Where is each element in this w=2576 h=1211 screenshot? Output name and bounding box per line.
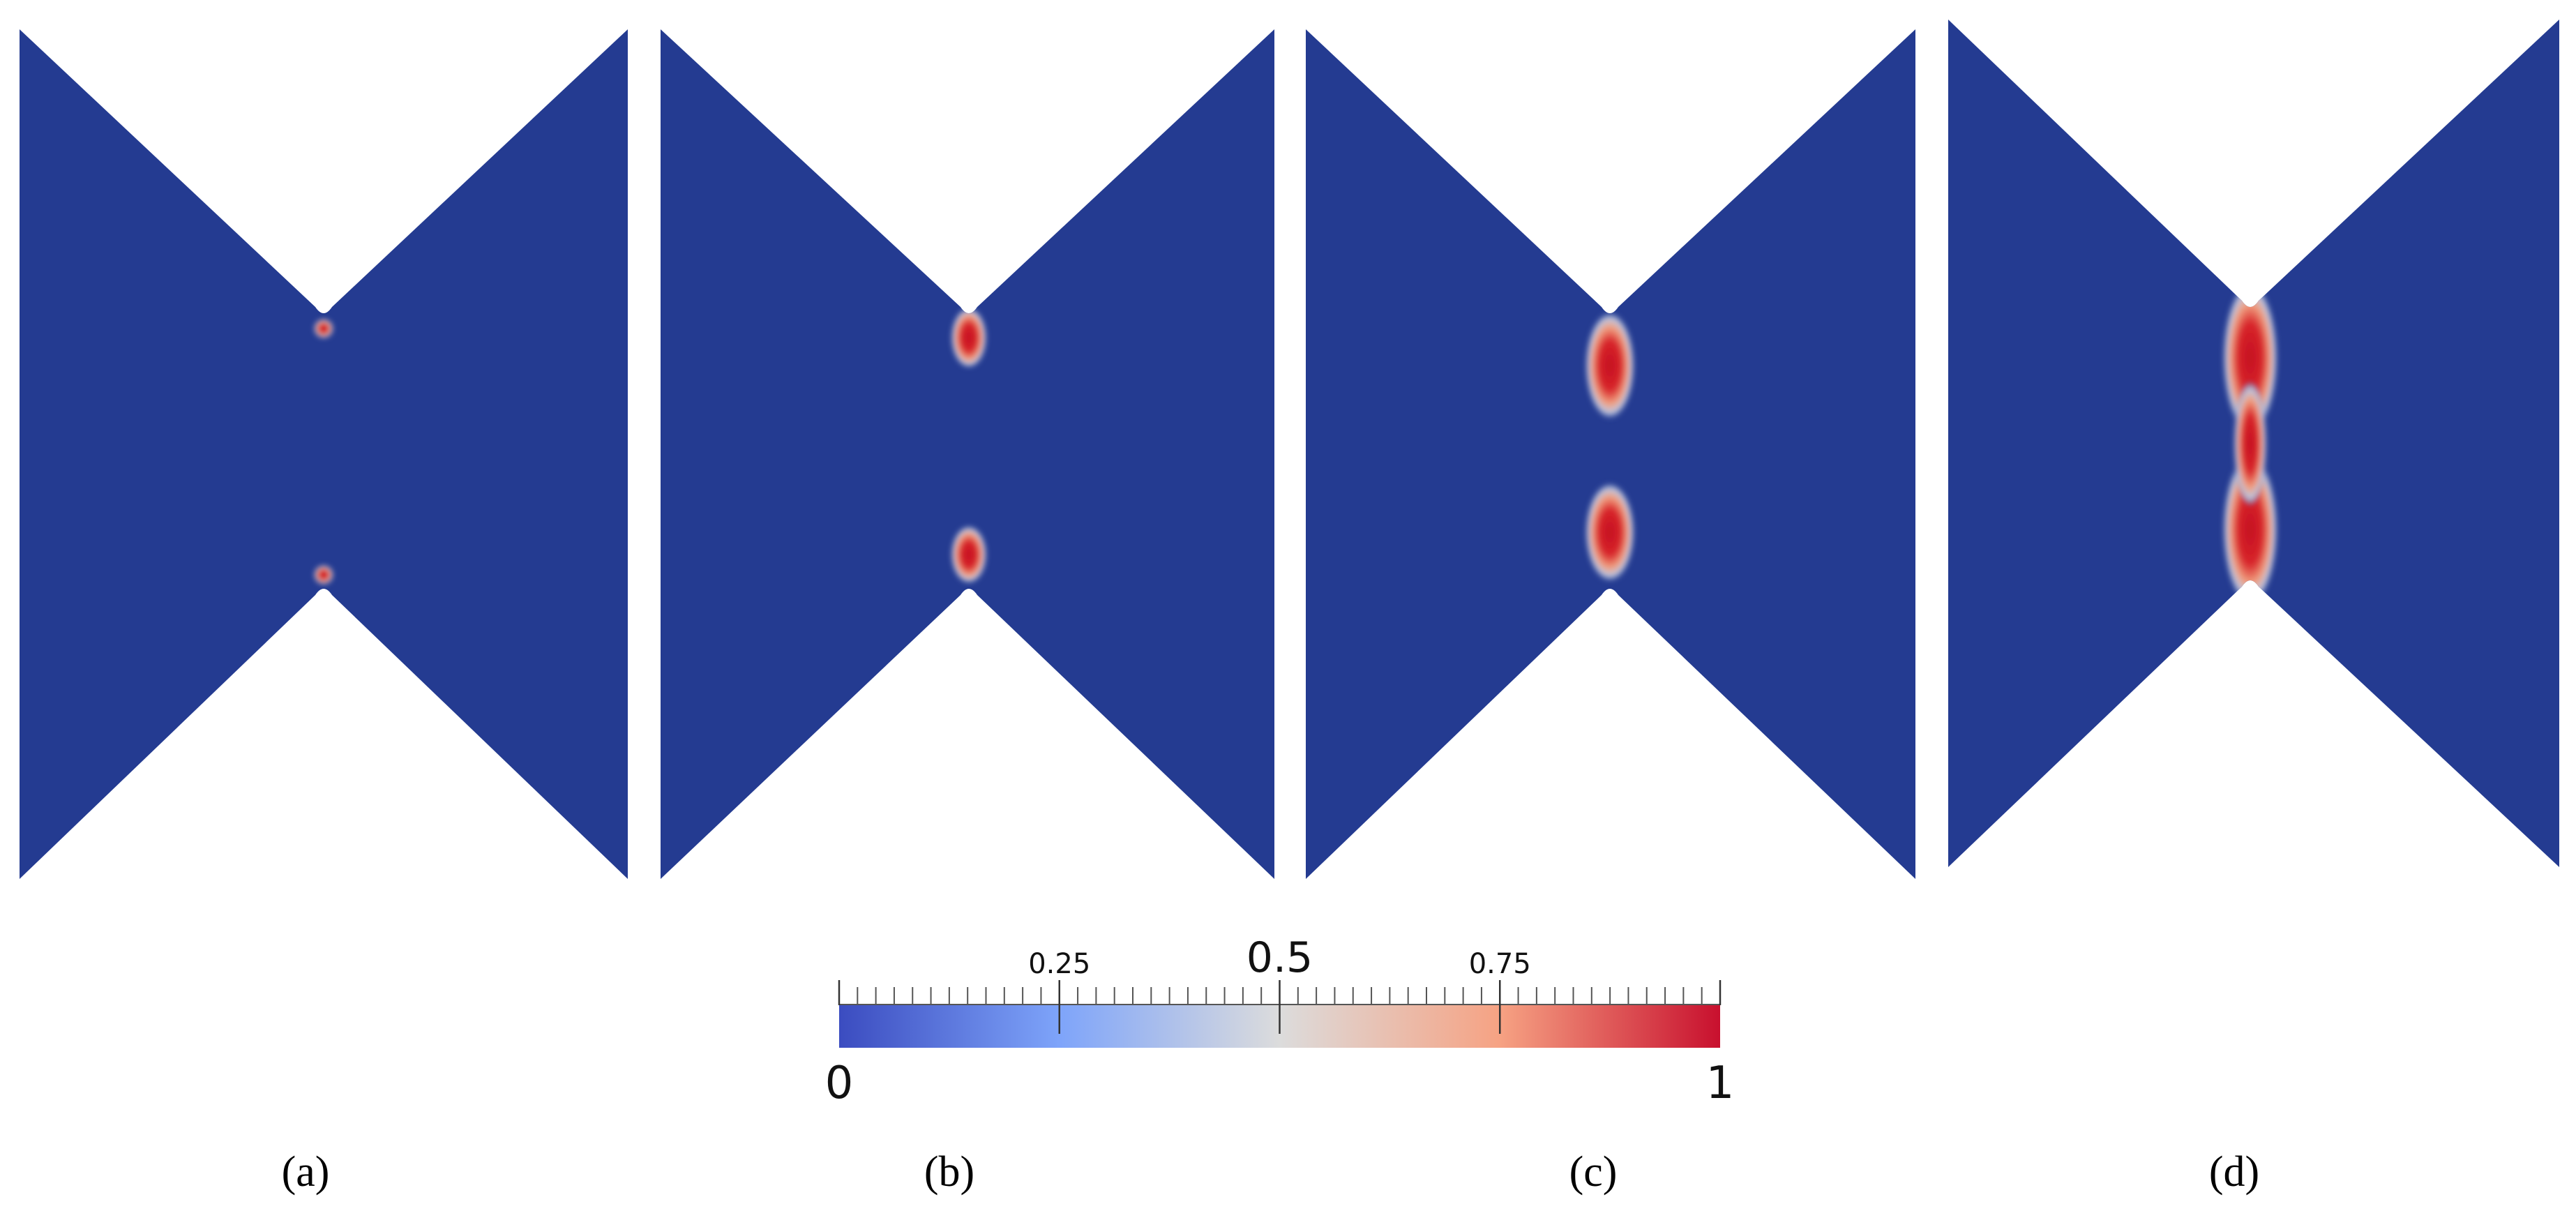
damage-field — [951, 307, 987, 584]
crack-region — [2222, 281, 2278, 435]
field-panel — [1948, 20, 2559, 867]
tick-label: 0.5 — [1246, 933, 1313, 982]
crack-region — [951, 307, 987, 368]
damage-field — [1585, 311, 1635, 582]
field-panel — [20, 29, 628, 879]
domain — [1306, 29, 1915, 879]
crack-region — [1585, 482, 1635, 582]
tick-label: 1 — [1706, 1058, 1735, 1109]
tick-label: 0 — [825, 1058, 854, 1109]
panel-label: (c) — [1569, 1148, 1618, 1196]
panel-label: (a) — [282, 1148, 330, 1196]
domain — [20, 29, 628, 879]
crack-region — [2222, 453, 2278, 606]
crack-region — [951, 525, 987, 584]
field-panel — [1306, 29, 1915, 879]
crack-region — [314, 319, 333, 338]
crack-region — [1585, 311, 1635, 420]
panel-label: (d) — [2209, 1148, 2259, 1196]
tick-label: 0.75 — [1469, 948, 1531, 980]
crack-region — [2234, 381, 2267, 506]
crack-region — [314, 565, 333, 585]
panel-label: (b) — [924, 1148, 974, 1196]
field-panel — [661, 29, 1274, 879]
damage-field — [314, 319, 333, 585]
damage-field — [2222, 281, 2278, 606]
domain — [661, 29, 1274, 879]
tick-label: 0.25 — [1028, 948, 1090, 980]
